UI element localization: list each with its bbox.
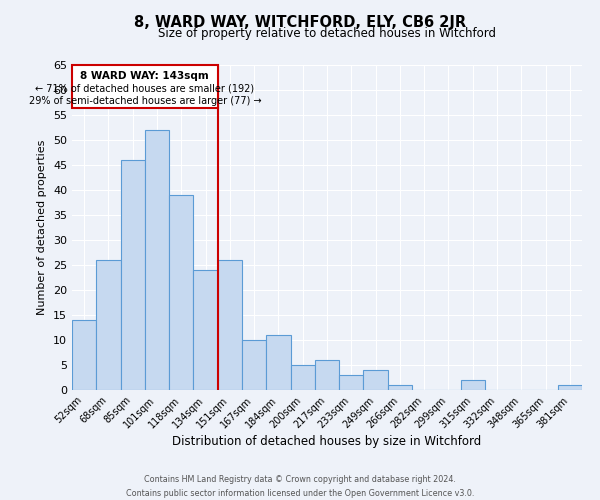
Bar (388, 385, 412, 390)
Bar (558, 385, 582, 390)
Bar (461, 380, 485, 390)
Text: 8, WARD WAY, WITCHFORD, ELY, CB6 2JR: 8, WARD WAY, WITCHFORD, ELY, CB6 2JR (134, 15, 466, 30)
Bar (242, 340, 266, 390)
Text: Contains HM Land Registry data © Crown copyright and database right 2024.
Contai: Contains HM Land Registry data © Crown c… (126, 476, 474, 498)
Bar (193, 270, 218, 390)
Bar (266, 335, 290, 390)
Text: 8 WARD WAY: 143sqm: 8 WARD WAY: 143sqm (80, 71, 209, 81)
Bar (96, 260, 121, 390)
Bar (169, 195, 193, 390)
Bar (339, 375, 364, 390)
X-axis label: Distribution of detached houses by size in Witchford: Distribution of detached houses by size … (172, 436, 482, 448)
Y-axis label: Number of detached properties: Number of detached properties (37, 140, 47, 315)
Bar (72, 320, 96, 390)
Bar (290, 365, 315, 390)
Bar (364, 370, 388, 390)
Bar (218, 260, 242, 390)
Bar (121, 160, 145, 390)
Text: 29% of semi-detached houses are larger (77) →: 29% of semi-detached houses are larger (… (29, 96, 261, 106)
Bar (315, 360, 339, 390)
Title: Size of property relative to detached houses in Witchford: Size of property relative to detached ho… (158, 27, 496, 40)
Text: ← 71% of detached houses are smaller (192): ← 71% of detached houses are smaller (19… (35, 84, 254, 94)
Bar (145, 130, 169, 390)
Bar (72, 65, 218, 108)
